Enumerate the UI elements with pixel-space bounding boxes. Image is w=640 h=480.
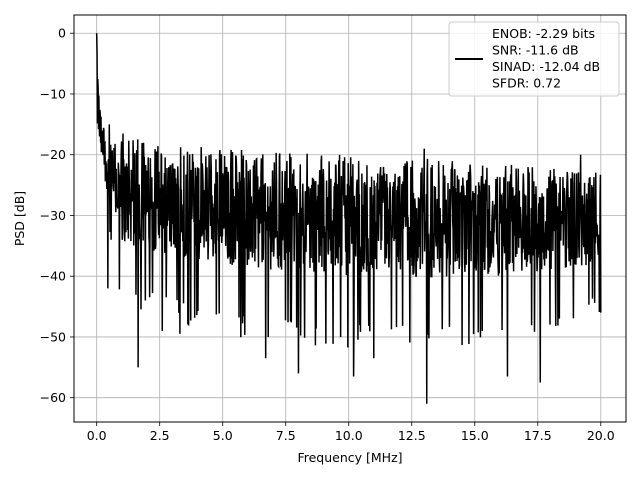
y-tick-label: −20 xyxy=(40,147,66,162)
plot-frame xyxy=(73,14,627,423)
x-tick-label: 10.0 xyxy=(335,428,363,443)
x-axis-title: Frequency [MHz] xyxy=(297,450,402,465)
y-tick-label: −60 xyxy=(40,390,66,405)
y-tick-label: −10 xyxy=(40,86,66,101)
x-axis-ticks: 0.0 2.5 5.0 7.5 10.0 12.5 15.0 17.5 20.0 xyxy=(87,422,615,443)
x-tick-label: 2.5 xyxy=(150,428,170,443)
y-axis-title: PSD [dB] xyxy=(12,191,27,246)
x-tick-label: 15.0 xyxy=(461,428,489,443)
y-tick-label: 0 xyxy=(58,26,66,41)
legend-line-enob: ENOB: -2.29 bits xyxy=(492,26,595,41)
x-tick-label: 7.5 xyxy=(276,428,296,443)
legend: ENOB: -2.29 bits SNR: -11.6 dB SINAD: -1… xyxy=(448,21,620,97)
y-tick-label: −40 xyxy=(40,269,66,284)
y-tick-label: −50 xyxy=(40,329,66,344)
legend-line-snr: SNR: -11.6 dB xyxy=(492,43,579,58)
x-tick-label: 0.0 xyxy=(87,428,107,443)
legend-line-sinad: SINAD: -12.04 dB xyxy=(492,59,600,74)
legend-line-sfdr: SFDR: 0.72 xyxy=(492,76,561,91)
x-tick-label: 20.0 xyxy=(587,428,615,443)
x-tick-label: 17.5 xyxy=(524,428,552,443)
x-tick-label: 12.5 xyxy=(398,428,426,443)
x-tick-label: 5.0 xyxy=(213,428,233,443)
data-layer xyxy=(95,33,602,404)
legend-box xyxy=(448,21,620,97)
psd-series-line xyxy=(95,33,602,404)
y-axis-ticks: 0 −10 −20 −30 −40 −50 −60 xyxy=(40,26,74,405)
y-tick-label: −30 xyxy=(40,208,66,223)
